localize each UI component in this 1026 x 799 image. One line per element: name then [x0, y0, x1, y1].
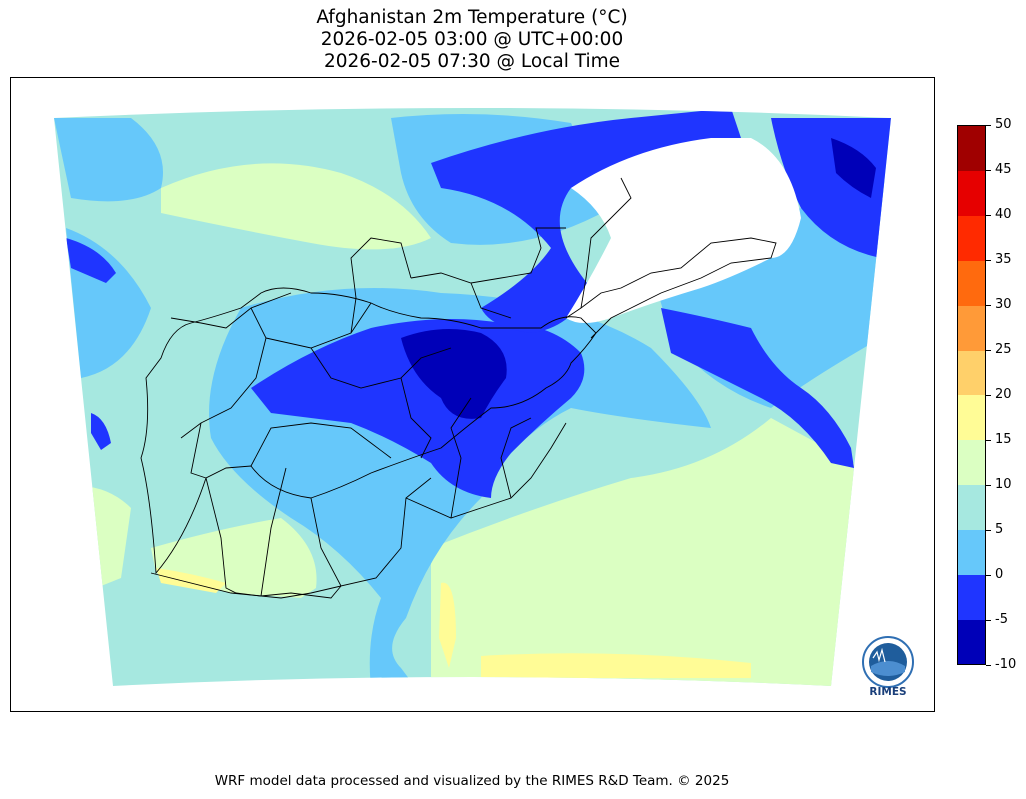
field-10-to-15-south	[431, 418, 854, 686]
colorbar-tick-label: 5	[995, 522, 1004, 537]
colorbar-tick-label: 40	[995, 207, 1012, 222]
colorbar-tick	[986, 620, 991, 621]
colorbar-tick	[986, 305, 991, 306]
colorbar-tick	[986, 440, 991, 441]
colorbar-tick	[986, 485, 991, 486]
field-minus10-to-minus5-core	[401, 329, 507, 419]
colorbar-segment	[958, 350, 985, 396]
colorbar-segment	[958, 619, 985, 665]
title-line-3: 2026-02-05 07:30 @ Local Time	[323, 51, 621, 72]
colorbar-segment	[958, 126, 985, 172]
title-line-2: 2026-02-05 03:00 @ UTC+00:00	[320, 29, 624, 50]
colorbar-tick	[986, 215, 991, 216]
colorbar-tick-label: 15	[995, 432, 1012, 447]
colorbar-tick	[986, 530, 991, 531]
field-10-to-15-north	[161, 163, 431, 250]
colorbar-tick-label: 50	[995, 117, 1012, 132]
rimes-logo-text: RIMES	[869, 686, 907, 698]
title-line-1: Afghanistan 2m Temperature (°C)	[316, 7, 628, 28]
field-minus10-to-minus5-ne	[831, 138, 876, 198]
colorbar-tick-label: -10	[995, 657, 1017, 672]
colorbar-segment	[958, 574, 985, 620]
colorbar-segment	[958, 170, 985, 217]
colorbar-segment	[958, 305, 985, 351]
colorbar-tick	[986, 575, 991, 576]
colorbar-tick	[986, 395, 991, 396]
colorbar-tick-label: 45	[995, 162, 1012, 177]
field-15-to-20-south	[481, 653, 751, 678]
field-minus5-to-0-far-ne	[771, 118, 891, 258]
field-minus5-to-0-east	[661, 308, 854, 468]
field-minus5-to-0-ne-ridge	[431, 108, 741, 333]
colorbar-tick-label: 0	[995, 567, 1004, 582]
colorbar	[957, 125, 986, 665]
rimes-logo: RIMES	[855, 632, 921, 700]
field-minus5-to-0-west2	[91, 413, 111, 450]
rimes-globe-icon	[862, 636, 914, 688]
province-boundaries	[140, 177, 777, 599]
footer-credit: WRF model data processed and visualized …	[214, 773, 730, 789]
colorbar-segment	[958, 395, 985, 441]
colorbar-tick-label: 35	[995, 252, 1012, 267]
colorbar-tick-label: -5	[995, 612, 1008, 627]
colorbar-tick	[986, 350, 991, 351]
colorbar-segment	[958, 215, 985, 261]
map-panel	[10, 77, 935, 712]
field-0-to-5-northwest	[54, 118, 163, 202]
colorbar-segment	[958, 439, 985, 486]
colorbar-tick	[986, 170, 991, 171]
colorbar-tick	[986, 125, 991, 126]
temperature-map	[54, 108, 891, 686]
colorbar-tick	[986, 260, 991, 261]
colorbar-tick-label: 25	[995, 342, 1012, 357]
field-15-to-20-mid	[439, 582, 456, 668]
masked-high-terrain	[566, 138, 801, 323]
colorbar-tick	[986, 665, 991, 666]
map-title: Afghanistan 2m Temperature (°C) 2026-02-…	[0, 7, 944, 73]
field-minus5-to-0-west	[66, 238, 116, 283]
field-15-to-20-southwest	[156, 568, 226, 593]
colorbar-tick-label: 10	[995, 477, 1012, 492]
colorbar-segment	[958, 260, 985, 306]
colorbar-tick-label: 20	[995, 387, 1012, 402]
colorbar-tick-label: 30	[995, 297, 1012, 312]
colorbar-segment	[958, 484, 985, 530]
colorbar-segment	[958, 529, 985, 575]
